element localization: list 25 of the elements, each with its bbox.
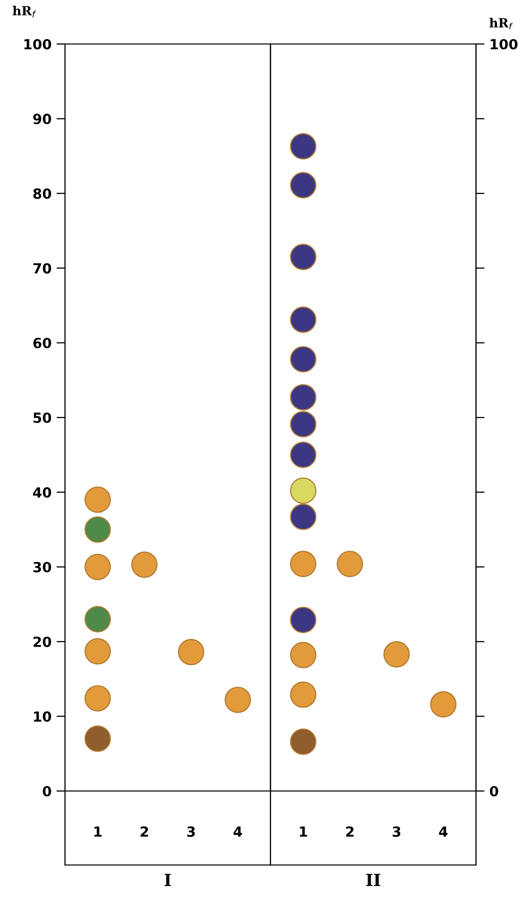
x-tick-label: 2 (140, 826, 148, 837)
y-tick-label: 20 (34, 636, 52, 648)
y2-axis-title: hR$_{f}$ (489, 18, 513, 30)
y-tick-label: 80 (33, 188, 52, 199)
x-tick-label: 1 (300, 826, 308, 837)
x-axis-title: I (164, 874, 171, 886)
y-tick-label: 10 (34, 711, 52, 722)
y-tick-label: 50 (34, 412, 52, 423)
x-tick-label: 4 (439, 826, 448, 837)
x-tick-label: 3 (392, 826, 400, 837)
x-axis-title: II (366, 874, 380, 886)
y-tick-label: 70 (33, 263, 52, 274)
y-tick-label: 30 (33, 562, 52, 572)
y-axis-title: hR$_{f}$ (12, 6, 36, 18)
y-tick-label: 100 (24, 38, 52, 50)
x-tick-label: 1 (94, 826, 102, 837)
y-tick-label: 90 (33, 114, 52, 124)
y2-tick-label: 0 (490, 786, 498, 796)
x-tick-label: 4 (234, 826, 242, 837)
y2-tick-label: 100 (490, 38, 518, 50)
y-tick-label: 0 (42, 786, 52, 796)
x-tick-label: 3 (187, 826, 195, 837)
x-tick-label: 2 (346, 826, 354, 837)
y-tick-label: 40 (33, 487, 52, 498)
y-tick-label: 60 (33, 338, 52, 348)
